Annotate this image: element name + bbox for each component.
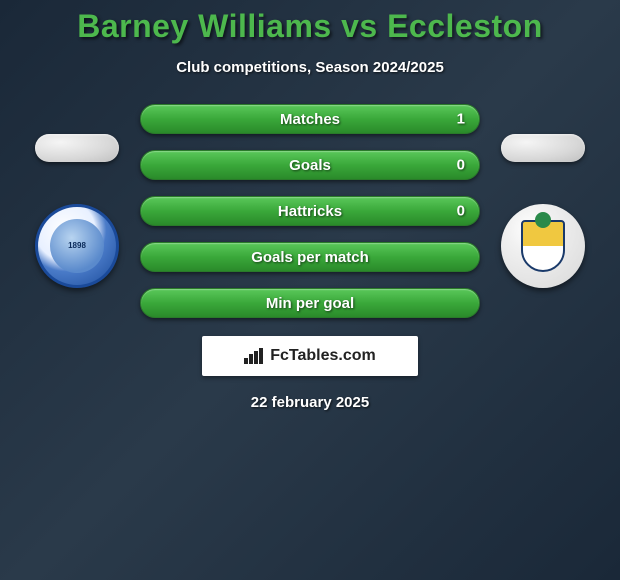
brand-box[interactable]: FcTables.com [202, 336, 418, 376]
left-badge-year: 1898 [68, 242, 86, 251]
right-badge-crest-icon [535, 212, 551, 228]
date-text: 22 february 2025 [0, 394, 620, 411]
stat-row-mpg: Min per goal [140, 288, 480, 318]
stat-row-goals: Goals 0 [140, 150, 480, 180]
stat-row-matches: Matches 1 [140, 104, 480, 134]
right-badge-shield [521, 220, 565, 272]
right-column [498, 134, 588, 288]
stat-label: Matches [280, 111, 340, 128]
subtitle: Club competitions, Season 2024/2025 [0, 59, 620, 76]
left-player-pill [35, 134, 119, 162]
stats-column: Matches 1 Goals 0 Hattricks 0 Goals per … [140, 104, 480, 318]
main-row: 1898 Matches 1 Goals 0 Hattricks 0 Goals… [0, 104, 620, 318]
page-title: Barney Williams vs Eccleston [0, 8, 620, 45]
stat-value: 0 [457, 203, 465, 220]
stat-label: Hattricks [278, 203, 342, 220]
chart-icon [244, 348, 264, 364]
stat-label: Goals per match [251, 249, 369, 266]
stat-row-gpm: Goals per match [140, 242, 480, 272]
stat-label: Min per goal [266, 295, 354, 312]
stat-row-hattricks: Hattricks 0 [140, 196, 480, 226]
stat-value: 0 [457, 157, 465, 174]
left-club-badge: 1898 [35, 204, 119, 288]
comparison-card: Barney Williams vs Eccleston Club compet… [0, 0, 620, 411]
stat-label: Goals [289, 157, 331, 174]
stat-value: 1 [457, 111, 465, 128]
right-player-pill [501, 134, 585, 162]
left-badge-text: 1898 [50, 219, 104, 273]
left-column: 1898 [32, 134, 122, 288]
right-club-badge [501, 204, 585, 288]
brand-text: FcTables.com [270, 347, 376, 365]
